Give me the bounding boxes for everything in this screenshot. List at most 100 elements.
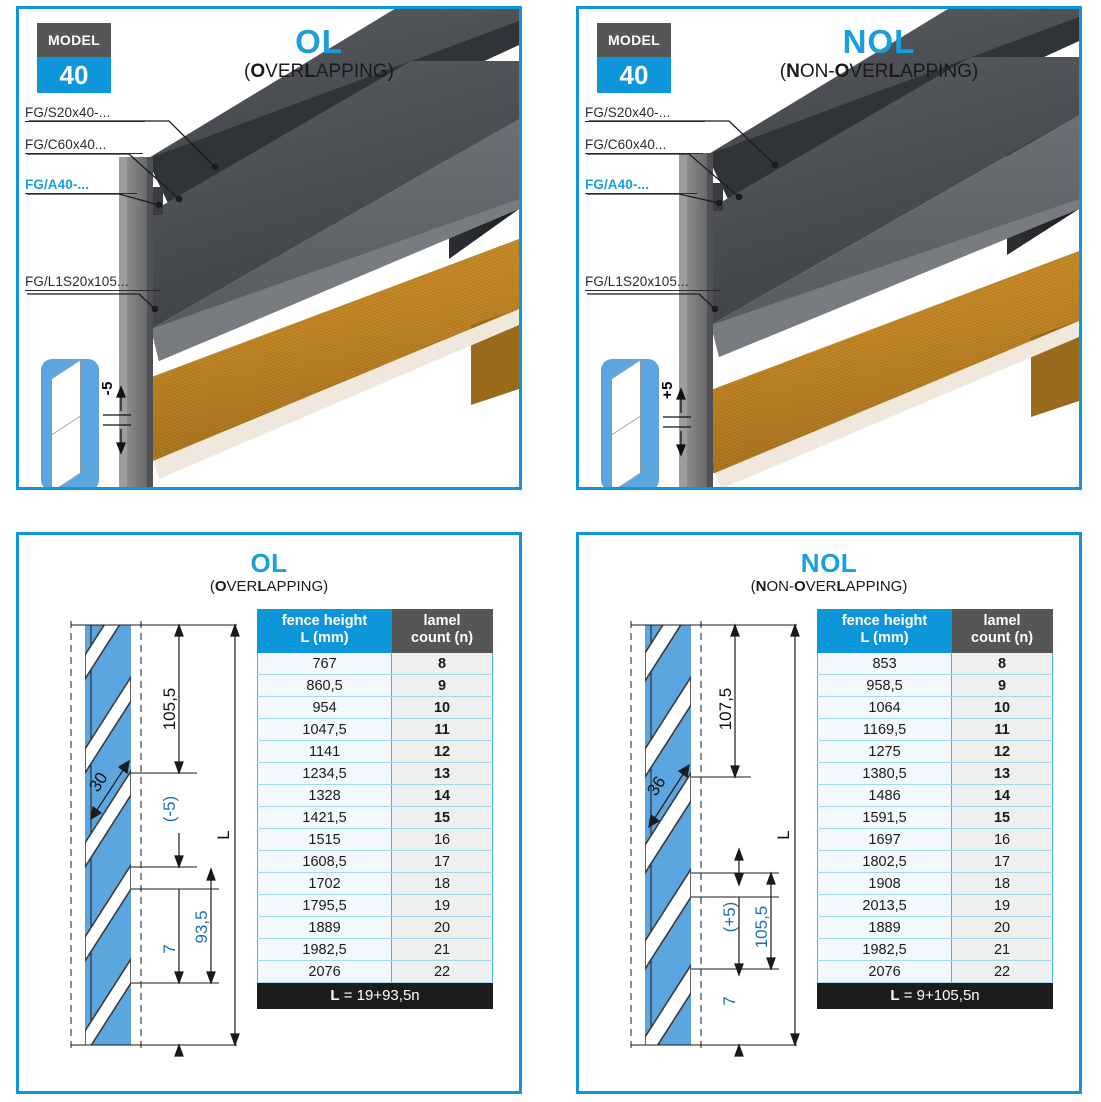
dim-thickness bbox=[174, 889, 184, 1057]
cell-lamel-count: 8 bbox=[391, 652, 493, 675]
ol-table-title: OL (OVERLAPPING) bbox=[19, 549, 519, 597]
cell-lamel-count: 11 bbox=[951, 718, 1053, 741]
cell-fence-height: 1515 bbox=[256, 828, 393, 851]
nol-table-title: NOL (NON-OVERLAPPING) bbox=[579, 549, 1079, 597]
cell-fence-height: 1141 bbox=[256, 740, 393, 763]
cell-lamel-count: 16 bbox=[951, 828, 1053, 851]
cell-lamel-count: 21 bbox=[951, 938, 1053, 961]
inset-dim-arrows-nol bbox=[663, 387, 691, 457]
callout-fg-c60x40: FG/C60x40... bbox=[585, 137, 703, 154]
leader-dots bbox=[711, 161, 779, 313]
model-badge-nol: MODEL 40 bbox=[597, 23, 671, 93]
col-header-lamel-count-line1: lamel bbox=[423, 613, 461, 629]
ol-section-drawing: 105,5 30 (-5) 7 bbox=[70, 621, 240, 1057]
panel-title-nol: NOL (NON-OVERLAPPING) bbox=[689, 25, 1069, 84]
cell-fence-height: 1064 bbox=[816, 696, 953, 719]
col-header-lamel-count-line2: count (n) bbox=[411, 630, 474, 646]
cell-lamel-count: 9 bbox=[391, 674, 493, 697]
nol-section-drawing: 107,5 36 (+5) 7 bbox=[630, 621, 800, 1057]
table-row: 1515 16 bbox=[256, 828, 493, 851]
dim-step bbox=[206, 867, 216, 985]
cell-lamel-count: 13 bbox=[951, 762, 1053, 785]
callout-fg-c60x40: FG/C60x40... bbox=[25, 137, 143, 154]
dim-offset bbox=[174, 833, 184, 869]
callout-fg-a40: FG/A40-... bbox=[585, 177, 697, 194]
dim-offset-label: (-5) bbox=[160, 796, 179, 822]
post bbox=[119, 157, 153, 487]
cell-lamel-count: 22 bbox=[391, 960, 493, 983]
table-row: 1486 14 bbox=[816, 784, 1053, 807]
model-badge-label: MODEL bbox=[597, 23, 671, 57]
dim-pitch-label: 105,5 bbox=[160, 688, 179, 731]
dim-step-label: 105,5 bbox=[752, 906, 771, 949]
table-row: 860,5 9 bbox=[256, 674, 493, 697]
dim-thickness-label: 7 bbox=[160, 944, 179, 953]
cell-fence-height: 1702 bbox=[256, 872, 393, 895]
callout-fg-s20x40: FG/S20x40-... bbox=[25, 105, 145, 122]
slat-wood bbox=[125, 239, 519, 479]
cell-fence-height: 2076 bbox=[256, 960, 393, 983]
table-row: 2076 22 bbox=[816, 960, 1053, 983]
table-row: 1889 20 bbox=[816, 916, 1053, 939]
dim-thickness-label: 7 bbox=[720, 996, 739, 1005]
reference-lines bbox=[70, 621, 142, 1053]
dim-pitch bbox=[730, 623, 740, 779]
cell-fence-height: 1802,5 bbox=[816, 850, 953, 873]
cell-lamel-count: 18 bbox=[951, 872, 1053, 895]
panel-ol-table: OL (OVERLAPPING) bbox=[16, 532, 522, 1094]
cell-lamel-count: 17 bbox=[391, 850, 493, 873]
cell-fence-height: 1591,5 bbox=[816, 806, 953, 829]
callout-fg-s20x40: FG/S20x40-... bbox=[585, 105, 705, 122]
lamel-group bbox=[645, 625, 691, 1045]
cell-lamel-count: 15 bbox=[951, 806, 1053, 829]
table-row: 1328 14 bbox=[256, 784, 493, 807]
dim-total bbox=[230, 623, 240, 1047]
panel-title-ol: OL (OVERLAPPING) bbox=[129, 25, 509, 84]
callout-fg-l1s20x105: FG/L1S20x105... bbox=[25, 274, 160, 291]
col-header-fence-height-line2: L (mm) bbox=[300, 630, 349, 646]
dim-thickness bbox=[734, 897, 744, 1057]
dim-pitch bbox=[174, 623, 184, 775]
table-row: 1064 10 bbox=[816, 696, 1053, 719]
inset-badge-nol bbox=[601, 359, 659, 487]
table-row: 1982,5 21 bbox=[816, 938, 1053, 961]
model-badge-label: MODEL bbox=[37, 23, 111, 57]
table-row: 1908 18 bbox=[816, 872, 1053, 895]
table-row: 2013,5 19 bbox=[816, 894, 1053, 917]
table-row: 958,5 9 bbox=[816, 674, 1053, 697]
dim-step bbox=[766, 871, 776, 971]
cell-fence-height: 1047,5 bbox=[256, 718, 393, 741]
panel-title-ol-main: OL bbox=[295, 23, 343, 60]
table-row: 1802,5 17 bbox=[816, 850, 1053, 873]
cell-lamel-count: 12 bbox=[951, 740, 1053, 763]
cell-fence-height: 853 bbox=[816, 652, 953, 675]
ol-3d-illustration bbox=[27, 9, 519, 487]
table-row: 1380,5 13 bbox=[816, 762, 1053, 785]
cell-fence-height: 1421,5 bbox=[256, 806, 393, 829]
col-header-lamel-count-line1: lamel bbox=[983, 613, 1021, 629]
table-row: 954 10 bbox=[256, 696, 493, 719]
cell-lamel-count: 14 bbox=[951, 784, 1053, 807]
nol-table-wrap: fence height L (mm) lamel count (n) 853 8… bbox=[816, 609, 1053, 1009]
table-row: 1169,5 11 bbox=[816, 718, 1053, 741]
ol-lamel-table: fence height L (mm) lamel count (n) 767 8… bbox=[256, 609, 493, 1009]
dim-total-label: L bbox=[774, 830, 793, 839]
cell-fence-height: 767 bbox=[256, 652, 393, 675]
lamel-group bbox=[85, 625, 131, 1045]
cell-lamel-count: 8 bbox=[951, 652, 1053, 675]
table-row: 853 8 bbox=[816, 652, 1053, 675]
cell-lamel-count: 17 bbox=[951, 850, 1053, 873]
col-header-fence-height-line2: L (mm) bbox=[860, 630, 909, 646]
cell-lamel-count: 19 bbox=[391, 894, 493, 917]
inset-dimension-ol: -5 bbox=[99, 381, 116, 396]
post bbox=[679, 153, 713, 487]
cell-lamel-count: 20 bbox=[951, 916, 1053, 939]
ol-table-wrap: fence height L (mm) lamel count (n) 767 8… bbox=[256, 609, 493, 1009]
cell-lamel-count: 10 bbox=[951, 696, 1053, 719]
cell-lamel-count: 19 bbox=[951, 894, 1053, 917]
cell-lamel-count: 20 bbox=[391, 916, 493, 939]
dim-total bbox=[790, 623, 800, 1047]
cell-fence-height: 1380,5 bbox=[816, 762, 953, 785]
table-row: 1275 12 bbox=[816, 740, 1053, 763]
cell-fence-height: 1486 bbox=[816, 784, 953, 807]
